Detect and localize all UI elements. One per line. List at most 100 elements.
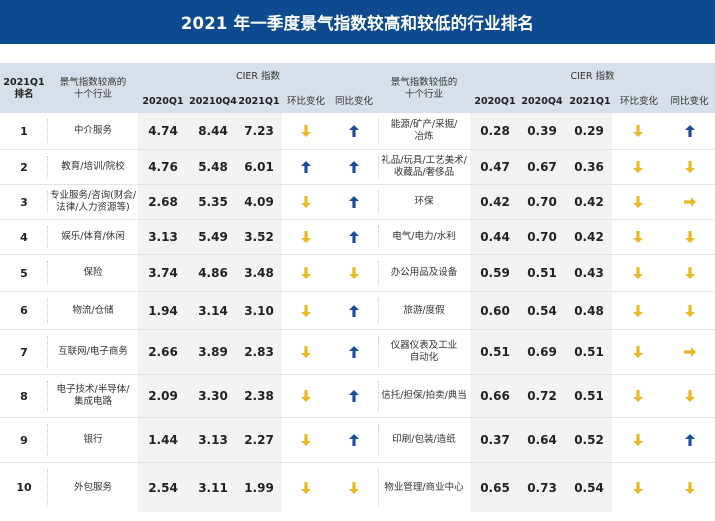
high-industry-line1: 物流/仓储 bbox=[72, 304, 114, 316]
high-2021q4: 4.86 bbox=[198, 266, 228, 280]
arrow-up-icon bbox=[301, 161, 311, 173]
high-2021q4: 5.49 bbox=[198, 230, 228, 244]
low-2020q4: 0.69 bbox=[527, 345, 557, 359]
header-low-industry-line1: 景气指数较低的 bbox=[390, 77, 458, 88]
high-industry-line1: 保险 bbox=[83, 267, 103, 278]
low-2020q1: 0.28 bbox=[480, 124, 510, 138]
rank: 1 bbox=[20, 124, 28, 138]
divider bbox=[47, 469, 48, 506]
low-2020q4: 0.39 bbox=[527, 124, 557, 138]
low-2021q1: 0.52 bbox=[574, 433, 604, 447]
table-row: 5 保险 3.74 4.86 3.48 办公用品及设备 0.59 0.51 0.… bbox=[0, 255, 715, 292]
table-row: 9 银行 1.44 3.13 2.27 印刷/包装/造纸 0.37 0.64 0… bbox=[0, 418, 715, 463]
arrow-down-icon bbox=[633, 231, 643, 243]
low-qoq bbox=[612, 113, 664, 149]
divider bbox=[47, 226, 48, 248]
low-industry: 信托/担保/拍卖/典当 bbox=[378, 375, 470, 417]
arrow-up-icon bbox=[349, 196, 359, 208]
high-2020q1: 1.94 bbox=[148, 303, 178, 318]
divider bbox=[47, 261, 48, 285]
low-yoy bbox=[664, 418, 715, 462]
high-qoq bbox=[282, 375, 330, 417]
shade-left bbox=[138, 375, 282, 417]
header-rank-line2: 排名 bbox=[14, 89, 34, 100]
arrow-down-icon bbox=[301, 304, 311, 317]
arrow-down-icon bbox=[684, 304, 695, 317]
high-2021q1: 2.83 bbox=[244, 345, 274, 359]
low-2021q1: 0.42 bbox=[574, 230, 604, 244]
high-2020q1: 2.09 bbox=[148, 389, 178, 403]
divider bbox=[378, 119, 379, 143]
arrow-up-icon bbox=[349, 161, 359, 173]
low-qoq bbox=[612, 255, 664, 291]
high-industry: 娱乐/体育/休闲 bbox=[48, 220, 138, 254]
arrow-down-icon bbox=[301, 267, 311, 279]
high-yoy bbox=[330, 330, 378, 374]
divider bbox=[378, 156, 379, 178]
high-industry-line1: 教育/培训/院校 bbox=[61, 161, 125, 172]
low-2020q4: 0.72 bbox=[527, 389, 557, 403]
arrow-down-icon bbox=[301, 481, 311, 494]
shade-right bbox=[470, 418, 612, 462]
high-yoy bbox=[330, 150, 378, 184]
arrow-up-icon bbox=[349, 231, 359, 243]
shade-left bbox=[138, 463, 282, 512]
header-left-yoy: 同比变化 bbox=[334, 96, 373, 107]
shade-left bbox=[138, 255, 282, 291]
arrow-up-icon bbox=[349, 434, 359, 446]
high-industry-line2: 法律/人力资源等) bbox=[56, 202, 130, 213]
low-qoq bbox=[612, 375, 664, 417]
low-industry-line1: 仪器仪表及工业 bbox=[390, 340, 458, 351]
rank: 3 bbox=[20, 195, 28, 209]
high-yoy bbox=[330, 375, 378, 417]
arrow-down-icon bbox=[684, 390, 695, 402]
low-industry-line1: 能源/矿产/采掘/ bbox=[390, 119, 458, 130]
high-2021q1: 1.99 bbox=[244, 480, 274, 495]
arrow-down-icon bbox=[684, 231, 695, 243]
divider bbox=[378, 191, 379, 213]
high-industry: 中介服务 bbox=[48, 113, 138, 149]
low-qoq bbox=[612, 330, 664, 374]
divider bbox=[378, 424, 379, 456]
high-qoq bbox=[282, 150, 330, 184]
shade-right bbox=[470, 330, 612, 374]
shade-right bbox=[470, 255, 612, 291]
low-2021q1: 0.51 bbox=[574, 389, 604, 403]
header-left-2020q1: 2020Q1 bbox=[142, 96, 184, 107]
high-2021q4: 8.44 bbox=[198, 124, 228, 138]
arrow-down-icon bbox=[633, 267, 643, 279]
low-qoq bbox=[612, 463, 664, 512]
table-row: 7 互联网/电子商务 2.66 3.89 2.83 仪器仪表及工业 自动化 0.5… bbox=[0, 330, 715, 375]
header-right-2020q1: 2020Q1 bbox=[474, 96, 516, 107]
arrow-up-icon bbox=[349, 304, 359, 317]
high-yoy bbox=[330, 255, 378, 291]
shade-right bbox=[470, 185, 612, 219]
low-2020q4: 0.67 bbox=[527, 160, 557, 174]
high-industry-line2: 集成电路 bbox=[73, 396, 112, 407]
arrow-down-icon bbox=[633, 390, 643, 402]
low-2020q4: 0.64 bbox=[527, 433, 557, 447]
high-2021q1: 6.01 bbox=[244, 160, 274, 174]
arrow-down-icon bbox=[301, 196, 311, 208]
arrow-down-icon bbox=[684, 161, 695, 173]
high-2021q1: 3.10 bbox=[244, 303, 274, 318]
arrow-down-icon bbox=[301, 125, 311, 137]
arrow-down-icon bbox=[684, 267, 695, 279]
high-2021q1: 4.09 bbox=[244, 195, 274, 209]
shade-left bbox=[138, 330, 282, 374]
low-industry-line1: 电气/电力/水利 bbox=[392, 231, 456, 242]
low-industry: 办公用品及设备 bbox=[378, 255, 470, 291]
page-title: 2021 年一季度景气指数较高和较低的行业排名 bbox=[180, 14, 535, 33]
header-rank: 2021Q1 排名 bbox=[0, 77, 48, 101]
low-2021q1: 0.54 bbox=[574, 480, 604, 495]
low-2020q1: 0.42 bbox=[480, 195, 510, 209]
low-industry: 仪器仪表及工业 自动化 bbox=[378, 330, 470, 374]
header-right-yoy: 同比变化 bbox=[670, 96, 709, 107]
divider bbox=[47, 298, 48, 323]
low-qoq bbox=[612, 292, 664, 329]
divider bbox=[47, 424, 48, 456]
ranking-table: 2021Q1 排名 景气指数较高的 十个行业 CIER 指数 2020Q1 20… bbox=[0, 63, 715, 512]
low-industry-line1: 物业管理/商业中心 bbox=[384, 481, 464, 493]
arrow-down-icon bbox=[301, 434, 311, 446]
low-2021q1: 0.36 bbox=[574, 160, 604, 174]
